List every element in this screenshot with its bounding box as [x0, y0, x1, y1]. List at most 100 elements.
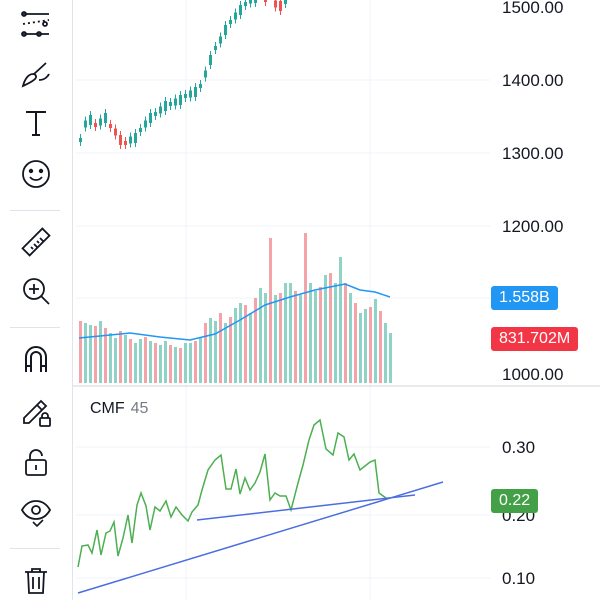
- volume-bar: [319, 287, 322, 383]
- toolbar-divider: [10, 548, 60, 549]
- cmf-value-badge: 0.22: [491, 489, 539, 513]
- volume-bars: [79, 233, 392, 383]
- drawing-toolbar: [0, 0, 73, 600]
- text-button[interactable]: [14, 105, 58, 145]
- volume-bar: [254, 298, 257, 383]
- zoom-in-icon: [19, 274, 53, 313]
- volume-bar: [274, 295, 277, 383]
- volume-bar: [334, 283, 337, 383]
- volume-bar: [249, 313, 252, 383]
- brush-icon: [19, 58, 53, 97]
- candle: [154, 112, 157, 116]
- trendline-short[interactable]: [196, 494, 416, 521]
- candle: [284, 0, 287, 4]
- candle: [119, 135, 122, 145]
- candle: [139, 128, 142, 132]
- candle: [249, 0, 252, 4]
- candle: [84, 120, 87, 128]
- candle: [164, 101, 167, 111]
- candle: [254, 0, 257, 3]
- candle: [149, 113, 152, 123]
- cmf-axis-label: 0.30: [502, 438, 535, 457]
- volume-bar: [374, 299, 377, 383]
- volume-bar: [284, 283, 287, 383]
- candle: [219, 36, 222, 44]
- volume-bar: [134, 343, 137, 383]
- volume-bar: [314, 291, 317, 383]
- trendline-long[interactable]: [77, 481, 444, 594]
- candle: [124, 141, 127, 145]
- emoji-button[interactable]: [14, 156, 58, 196]
- candle: [169, 102, 172, 106]
- candlesticks: [79, 0, 287, 149]
- volume-bar: [244, 305, 247, 383]
- volume-bar: [214, 321, 217, 383]
- volume-bar: [184, 343, 187, 383]
- volume-bar: [124, 335, 127, 383]
- candle: [244, 2, 247, 6]
- volume-bar: [324, 275, 327, 383]
- cmf-axis-label: 0.10: [502, 569, 535, 588]
- magnet-icon: [19, 342, 53, 381]
- ruler-icon: [19, 225, 53, 264]
- volume-bar: [84, 323, 87, 383]
- brush-button[interactable]: [14, 57, 58, 97]
- candle: [224, 25, 227, 35]
- magnet-button[interactable]: [14, 341, 58, 381]
- candle: [264, 0, 267, 2]
- candle: [274, 0, 277, 8]
- cmf-line: [77, 418, 387, 568]
- volume-bar: [189, 343, 192, 383]
- candle: [104, 113, 107, 123]
- volume-ma-badge: 1.558B: [491, 286, 558, 310]
- candle: [229, 20, 232, 24]
- volume-bar: [164, 341, 167, 383]
- lock-drawing-button[interactable]: [14, 393, 58, 433]
- volume-bar: [204, 323, 207, 383]
- toolbar-divider: [10, 210, 60, 211]
- candle: [89, 115, 92, 125]
- price-label: 1300.00: [502, 144, 563, 163]
- lock-button[interactable]: [14, 444, 58, 484]
- volume-bar: [219, 313, 222, 383]
- trend-line-tools-button[interactable]: [14, 6, 58, 46]
- eye-icon: [19, 495, 53, 534]
- candle: [109, 124, 112, 128]
- volume-bar: [99, 321, 102, 383]
- candle: [94, 123, 97, 127]
- eye-button[interactable]: [14, 494, 58, 534]
- candle: [204, 70, 207, 78]
- volume-bar: [199, 337, 202, 383]
- volume-bar: [329, 273, 332, 383]
- cmf-indicator-title[interactable]: CMF 45: [90, 400, 148, 418]
- volume-bar: [364, 309, 367, 383]
- candle: [129, 136, 132, 144]
- volume-bar: [344, 283, 347, 383]
- candle: [189, 90, 192, 98]
- candle: [209, 55, 212, 65]
- volume-bar: [89, 325, 92, 383]
- candle: [214, 46, 217, 50]
- candle: [79, 138, 82, 142]
- candle: [194, 87, 197, 97]
- volume-bar: [234, 308, 237, 383]
- volume-bar: [179, 348, 182, 383]
- grid: [76, 0, 490, 600]
- volume-bar: [169, 345, 172, 383]
- volume-bar: [129, 339, 132, 383]
- volume-bar: [109, 333, 112, 383]
- ruler-button[interactable]: [14, 224, 58, 264]
- volume-bar: [269, 238, 272, 383]
- trash-icon: [19, 563, 53, 602]
- candle: [279, 1, 282, 11]
- cmf-title-text: CMF: [90, 400, 125, 417]
- volume-bar: [139, 339, 142, 383]
- price-label: 1000.00: [502, 365, 563, 384]
- volume-bar: [354, 303, 357, 383]
- zoom-in-button[interactable]: [14, 273, 58, 313]
- volume-bar: [194, 341, 197, 383]
- volume-bar: [304, 233, 307, 383]
- delete-drawings-button[interactable]: [14, 562, 58, 602]
- volume-bar: [94, 326, 97, 383]
